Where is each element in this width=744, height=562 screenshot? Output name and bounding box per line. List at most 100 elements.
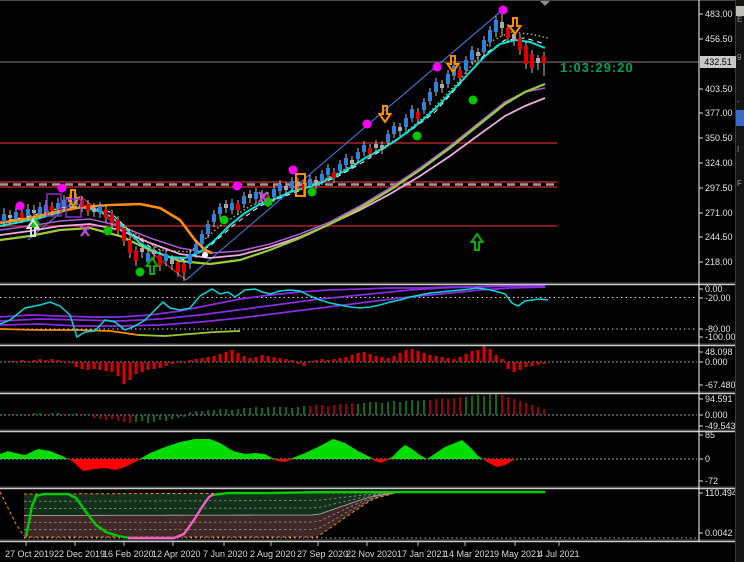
indicator-pane-4[interactable] bbox=[0, 439, 697, 471]
candle bbox=[32, 210, 36, 213]
candle bbox=[518, 38, 522, 50]
candle bbox=[248, 194, 252, 198]
indicator-axis-label: 85 bbox=[705, 430, 715, 440]
momentum-bar bbox=[327, 406, 329, 415]
macd-bar bbox=[338, 358, 342, 362]
signal-green-line bbox=[24, 492, 131, 540]
orange-down-arrow bbox=[507, 17, 523, 36]
macd-bar bbox=[110, 362, 114, 372]
macd-bar bbox=[230, 350, 234, 362]
price-axis-label: 350.50 bbox=[705, 133, 733, 143]
macd-bar bbox=[308, 361, 312, 362]
macd-bar bbox=[518, 362, 522, 370]
momentum-bar bbox=[285, 407, 287, 415]
macd-bar bbox=[368, 354, 372, 362]
indicator-pane-3[interactable] bbox=[0, 393, 697, 423]
indicator-axis-label: 0.0042 bbox=[705, 528, 733, 538]
macd-bar bbox=[422, 353, 426, 362]
candle bbox=[206, 224, 210, 234]
price-axis[interactable]: 483.00 456.50 403.50 377.00 350.50 324.00 297.… bbox=[698, 0, 737, 542]
momentum-bar bbox=[477, 395, 479, 415]
momentum-bar bbox=[525, 403, 527, 415]
momentum-bar bbox=[369, 402, 371, 415]
candle bbox=[92, 208, 96, 212]
candle bbox=[116, 220, 120, 231]
candle bbox=[308, 179, 312, 186]
momentum-bar bbox=[333, 405, 335, 415]
momentum-bar bbox=[81, 414, 83, 415]
green-signal-dot bbox=[468, 95, 478, 105]
candle bbox=[398, 127, 402, 131]
price-axis-label: 297.50 bbox=[705, 183, 733, 193]
candle bbox=[188, 254, 192, 264]
momentum-bar bbox=[387, 402, 389, 415]
ma-violet bbox=[0, 87, 546, 254]
momentum-bar bbox=[75, 413, 77, 415]
magenta-signal-dot bbox=[288, 165, 298, 175]
candle bbox=[200, 234, 204, 244]
macd-bar bbox=[68, 362, 72, 363]
macd-bar bbox=[200, 358, 204, 362]
macd-bar bbox=[464, 354, 468, 362]
macd-bar bbox=[272, 357, 276, 362]
indicator-axis-label: -20.00 bbox=[705, 293, 731, 303]
momentum-bar bbox=[507, 397, 509, 415]
candle bbox=[290, 181, 294, 188]
candle bbox=[98, 206, 102, 213]
candle bbox=[212, 214, 216, 222]
macd-bar bbox=[62, 361, 66, 362]
green-signal-dot bbox=[135, 267, 145, 277]
oscillator-cyan-line bbox=[0, 287, 549, 339]
adjacent-window-text-fragment: E bbox=[737, 15, 742, 24]
macd-bar bbox=[452, 359, 456, 362]
candle bbox=[110, 214, 114, 223]
momentum-bar bbox=[99, 415, 101, 419]
indicator-pane-5[interactable] bbox=[0, 490, 697, 540]
candle bbox=[218, 207, 222, 214]
purple-x-mark bbox=[80, 225, 90, 237]
macd-bar bbox=[512, 362, 516, 372]
candle bbox=[512, 34, 516, 40]
momentum-bar bbox=[513, 399, 515, 415]
signal-green-line bbox=[211, 490, 545, 497]
macd-bar bbox=[380, 357, 384, 362]
momentum-bar bbox=[177, 415, 179, 418]
date-axis-label: 27 Oct 2019 bbox=[5, 549, 54, 559]
pane-separators[interactable] bbox=[0, 0, 744, 543]
orange-down-arrow bbox=[377, 105, 393, 124]
momentum-bar bbox=[459, 397, 461, 415]
indicator-pane-1[interactable] bbox=[0, 284, 697, 339]
indicator-pane-2[interactable] bbox=[0, 345, 697, 384]
macd-bar bbox=[176, 362, 180, 363]
indicator-axis-label: -67.480 bbox=[705, 380, 736, 390]
momentum-bar bbox=[27, 414, 29, 415]
momentum-bar bbox=[441, 398, 443, 415]
macd-bar bbox=[134, 362, 138, 374]
candle bbox=[194, 244, 198, 254]
price-axis-label: 271.00 bbox=[705, 208, 733, 218]
adjacent-window-strip[interactable]: E 9 - I F bbox=[735, 0, 744, 562]
candle bbox=[56, 203, 60, 209]
candle bbox=[170, 259, 174, 264]
momentum-bar bbox=[111, 415, 113, 419]
price-chart-pane[interactable] bbox=[0, 1, 699, 281]
macd-bar bbox=[254, 357, 258, 362]
macd-bar bbox=[242, 356, 246, 362]
price-axis-label: 483.00 bbox=[705, 9, 733, 19]
candle bbox=[296, 182, 300, 186]
adjacent-window-bg bbox=[735, 0, 744, 562]
ma-khaki-dotted bbox=[74, 31, 549, 253]
candle bbox=[458, 70, 462, 78]
macd-bar bbox=[314, 360, 318, 362]
candle bbox=[368, 148, 372, 154]
momentum-bar bbox=[303, 406, 305, 415]
macd-bar bbox=[332, 359, 336, 362]
candle bbox=[62, 200, 66, 207]
candle bbox=[464, 60, 468, 70]
band-left-border bbox=[0, 491, 25, 537]
date-axis-label: 27 Sep 2020 bbox=[297, 549, 348, 559]
momentum-bar bbox=[249, 408, 251, 415]
momentum-bar bbox=[483, 396, 485, 415]
